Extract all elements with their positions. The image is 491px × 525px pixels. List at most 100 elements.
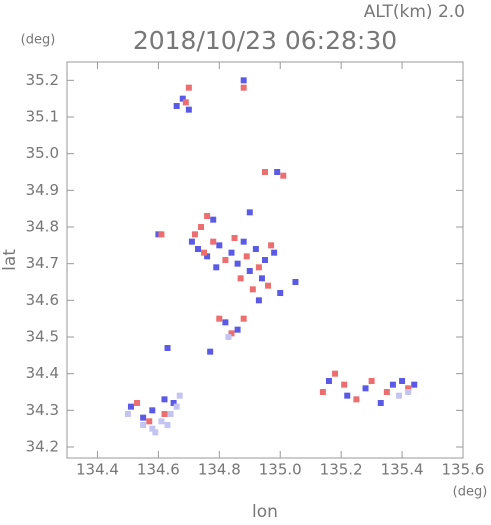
echo-point xyxy=(234,260,241,267)
y-tick-label: 35.2 xyxy=(26,71,59,89)
echo-point xyxy=(179,95,186,102)
echo-point xyxy=(262,169,268,175)
echo-point xyxy=(265,282,272,289)
echo-point xyxy=(188,238,195,245)
echo-point xyxy=(341,381,348,388)
echo-point xyxy=(149,407,156,414)
echo-point xyxy=(161,396,168,403)
echo-point xyxy=(185,84,192,91)
echo-point xyxy=(411,381,418,388)
x-tick-label: 134.8 xyxy=(198,461,241,479)
echo-point xyxy=(258,275,265,282)
echo-point xyxy=(161,411,168,417)
echo-point xyxy=(262,257,268,263)
echo-point xyxy=(210,238,217,245)
echo-point xyxy=(246,268,253,274)
echo-point xyxy=(234,326,241,333)
echo-point xyxy=(210,216,217,223)
echo-point xyxy=(240,315,247,322)
echo-point xyxy=(207,348,214,355)
echo-point xyxy=(228,330,235,337)
y-tick-label: 34.9 xyxy=(26,181,59,199)
echo-point xyxy=(164,345,171,351)
echo-point xyxy=(274,169,281,175)
echo-point xyxy=(149,425,156,432)
plot-frame xyxy=(66,61,464,459)
echo-point xyxy=(249,286,256,293)
echo-point xyxy=(252,246,259,252)
echo-point xyxy=(204,253,211,260)
y-tick-label: 34.6 xyxy=(26,291,59,309)
echo-point xyxy=(158,418,165,425)
y-tick-label: 34.5 xyxy=(26,328,59,346)
y-tick-label: 35.0 xyxy=(26,144,59,162)
echo-point xyxy=(277,290,284,296)
y-tick-label: 34.3 xyxy=(26,401,59,419)
x-tick-label: 135.0 xyxy=(259,461,302,479)
echo-point xyxy=(191,231,198,238)
echo-point xyxy=(127,403,134,410)
echo-point xyxy=(124,411,131,417)
echo-point xyxy=(237,275,244,282)
echo-point xyxy=(158,231,165,238)
echo-point xyxy=(198,224,205,230)
echo-point xyxy=(255,297,262,304)
echo-point xyxy=(396,392,403,399)
chart-title: 2018/10/23 06:28:30 xyxy=(133,26,397,55)
echo-point xyxy=(240,238,247,245)
echo-point xyxy=(353,396,360,403)
echo-point xyxy=(170,400,177,406)
echo-point xyxy=(319,389,326,395)
x-axis-label: lon xyxy=(252,502,278,521)
echo-point xyxy=(271,249,278,256)
y-tick-label: 34.7 xyxy=(26,254,59,272)
echo-point xyxy=(173,403,180,410)
x-tick-label: 135.6 xyxy=(442,461,485,479)
y-unit: (deg) xyxy=(21,33,56,48)
x-tick-label: 134.4 xyxy=(76,461,119,479)
echo-point xyxy=(204,213,211,219)
y-tick-label: 34.4 xyxy=(26,364,59,382)
echo-point xyxy=(368,378,375,384)
echo-point xyxy=(173,103,180,109)
echo-point xyxy=(268,242,275,249)
x-tick-label: 135.2 xyxy=(320,461,363,479)
echo-point xyxy=(216,242,223,249)
x-tick-label: 134.6 xyxy=(137,461,180,479)
y-axis-label: lat xyxy=(0,249,20,271)
echo-point xyxy=(194,246,201,252)
echo-point xyxy=(383,389,390,395)
echo-point xyxy=(240,77,247,84)
echo-point xyxy=(405,385,412,392)
echo-point xyxy=(399,378,406,384)
y-tick-label: 34.8 xyxy=(26,218,59,236)
echo-point xyxy=(167,411,174,417)
echo-point xyxy=(255,264,262,271)
y-tick-label: 35.1 xyxy=(26,108,59,126)
y-tick-label: 34.2 xyxy=(26,438,59,456)
echo-point xyxy=(246,209,253,216)
echo-point xyxy=(185,106,192,113)
echo-point xyxy=(164,422,171,428)
echo-point xyxy=(325,378,332,384)
echo-point xyxy=(216,315,223,322)
echo-point xyxy=(146,418,153,425)
echo-point xyxy=(213,264,220,271)
echo-point xyxy=(280,172,287,179)
altitude-label: ALT(km) 2.0 xyxy=(364,2,465,22)
echo-point xyxy=(332,370,339,377)
echo-point xyxy=(292,279,299,285)
echo-point xyxy=(155,231,162,238)
echo-point xyxy=(231,235,238,241)
echo-point xyxy=(140,422,147,428)
echo-point xyxy=(240,84,247,91)
echo-point xyxy=(140,414,147,421)
echo-point xyxy=(134,400,141,406)
echo-point xyxy=(344,392,351,399)
x-tick-label: 135.4 xyxy=(381,461,424,479)
echo-point xyxy=(222,257,229,263)
echo-point xyxy=(377,400,384,406)
echo-point xyxy=(405,389,412,395)
echo-point xyxy=(152,429,159,436)
